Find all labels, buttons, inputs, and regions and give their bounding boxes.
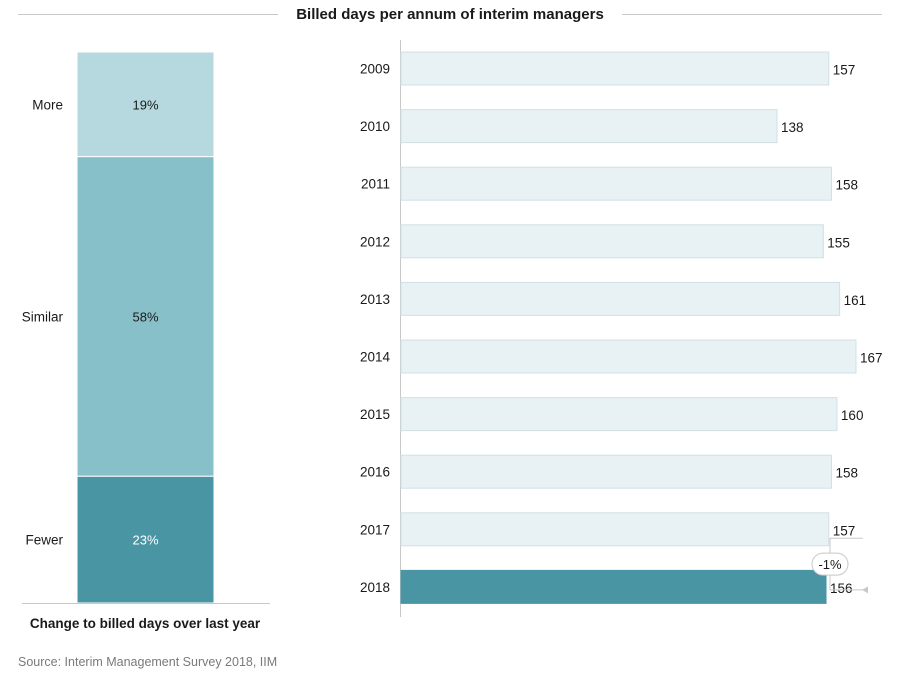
bar-category-label-2013: 2013 bbox=[360, 292, 390, 307]
stack-value-label-fewer: 23% bbox=[132, 533, 158, 548]
bar-value-label-2018: 156 bbox=[830, 581, 853, 596]
change-pill bbox=[811, 552, 849, 576]
stack-segment-similar bbox=[76, 156, 215, 477]
bar-value-label-2015: 160 bbox=[841, 408, 864, 423]
stack-category-label-more: More bbox=[32, 97, 63, 112]
stack-axis-title: Change to billed days over last year bbox=[30, 616, 261, 631]
stack-segment-fewer bbox=[76, 475, 215, 604]
bar-value-label-2009: 157 bbox=[833, 63, 856, 78]
bar-2009 bbox=[400, 51, 830, 86]
bar-value-label-2014: 167 bbox=[860, 351, 883, 366]
title-row: Billed days per annum of interim manager… bbox=[18, 4, 882, 26]
source-note: Source: Interim Management Survey 2018, … bbox=[18, 655, 278, 669]
bar-category-label-2012: 2012 bbox=[360, 234, 390, 249]
stack-value-label-similar: 58% bbox=[132, 309, 158, 324]
bar-2014 bbox=[400, 339, 857, 374]
bar-category-label-2011: 2011 bbox=[361, 177, 390, 192]
bar-2017 bbox=[400, 512, 830, 547]
bar-2010 bbox=[400, 109, 778, 144]
change-label: -1% bbox=[818, 557, 842, 572]
stacked-bar-chart: 19% More 58% Similar 23% Fewer Change to bille… bbox=[22, 51, 270, 631]
bar-2013 bbox=[400, 281, 841, 316]
bar-category-label-2017: 2017 bbox=[360, 522, 390, 537]
bar-value-label-2012: 155 bbox=[827, 235, 850, 250]
bar-category-label-2010: 2010 bbox=[360, 119, 390, 134]
bar-category-label-2015: 2015 bbox=[360, 407, 390, 422]
bar-value-label-2011: 158 bbox=[835, 178, 858, 193]
stack-category-label-similar: Similar bbox=[22, 309, 64, 324]
bar-2012 bbox=[400, 224, 824, 259]
bar-2016 bbox=[400, 454, 832, 489]
bar-category-label-2014: 2014 bbox=[360, 350, 391, 365]
stack-value-label-more: 19% bbox=[132, 97, 158, 112]
bar-value-label-2016: 158 bbox=[835, 466, 858, 481]
chart-title: Billed days per annum of interim manager… bbox=[278, 4, 622, 26]
bar-value-label-2010: 138 bbox=[781, 120, 804, 135]
bar-2011 bbox=[400, 166, 832, 201]
bar-2015 bbox=[400, 397, 838, 432]
bar-value-label-2013: 161 bbox=[844, 293, 867, 308]
stack-category-label-fewer: Fewer bbox=[25, 533, 63, 548]
bar-category-label-2016: 2016 bbox=[360, 465, 390, 480]
stack-segment-more bbox=[76, 51, 215, 158]
bar-category-label-2009: 2009 bbox=[360, 62, 390, 77]
bar-category-label-2018: 2018 bbox=[360, 580, 390, 595]
bar-2018 bbox=[400, 569, 827, 604]
bar-value-label-2017: 157 bbox=[833, 523, 856, 538]
change-arrowhead bbox=[862, 586, 869, 594]
